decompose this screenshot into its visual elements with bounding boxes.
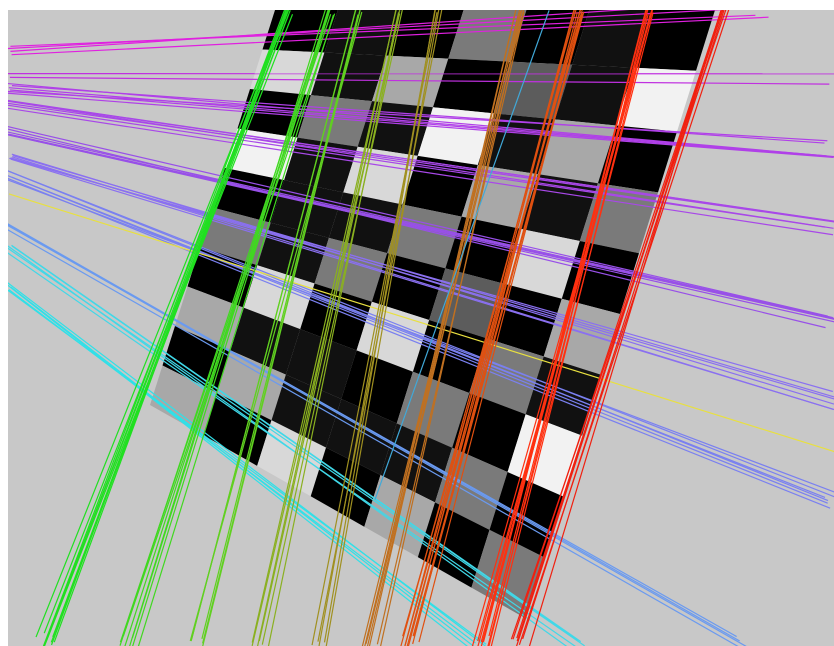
detected-line (137, 14, 334, 646)
detected-line (528, 10, 722, 646)
board-cell (243, 265, 315, 330)
detected-line (35, 10, 288, 638)
board-cell (324, 10, 401, 56)
detected-line (10, 158, 834, 411)
detected-line (8, 247, 585, 646)
board-cell (387, 204, 462, 269)
detected-line (318, 10, 436, 646)
detected-line (8, 126, 828, 317)
board-cell (314, 237, 388, 302)
detected-line (261, 10, 403, 645)
detected-line (122, 13, 336, 637)
detected-line (522, 10, 725, 640)
detected-line (8, 104, 826, 228)
detected-line (8, 102, 834, 223)
detected-line (8, 133, 834, 319)
detected-line (8, 179, 834, 493)
detected-line (202, 10, 361, 646)
detected-line (9, 171, 829, 502)
detected-line (480, 12, 652, 643)
board-cell (217, 350, 286, 421)
detected-line (11, 176, 826, 498)
detected-line (8, 193, 834, 453)
detected-line (10, 157, 834, 400)
detected-line (400, 10, 577, 646)
detected-line (9, 76, 830, 85)
detected-line (404, 10, 581, 646)
detected-line (191, 10, 357, 640)
board-cell (257, 420, 326, 497)
board-cell (297, 95, 372, 147)
detected-line (8, 177, 831, 509)
detected-line (11, 244, 582, 643)
board-cell (616, 67, 696, 132)
detected-line (404, 10, 575, 646)
detected-line (201, 14, 359, 640)
detected-line (8, 100, 834, 229)
detected-line (43, 10, 290, 634)
board-cell (555, 64, 635, 126)
board-cell (634, 10, 715, 71)
detected-line (251, 13, 401, 646)
board-cell (503, 228, 580, 299)
detected-line (50, 14, 290, 643)
detected-line (8, 170, 834, 498)
detected-line (487, 12, 654, 646)
detected-line (8, 175, 828, 504)
detected-line (11, 85, 825, 144)
detected-line (46, 10, 291, 638)
detected-line (267, 10, 401, 646)
board-cell (311, 52, 387, 102)
detected-line (515, 10, 722, 646)
detected-line (8, 10, 727, 50)
board-cell (326, 399, 397, 476)
detected-line (366, 10, 522, 646)
board-cell (525, 356, 601, 436)
detected-line (10, 10, 630, 53)
detected-line (361, 10, 521, 646)
detected-line (8, 224, 737, 638)
detected-lines (8, 10, 834, 646)
detected-line (413, 11, 585, 637)
detected-line (374, 10, 550, 500)
detected-line (8, 107, 834, 236)
detected-line (131, 10, 329, 639)
detected-line (8, 131, 833, 319)
detected-line (52, 10, 289, 638)
detected-line (325, 10, 440, 646)
detected-line (10, 89, 834, 158)
board-cell (203, 392, 272, 466)
detected-line (43, 14, 294, 646)
board-cell (433, 58, 511, 114)
detected-line (10, 286, 475, 646)
detected-line (8, 99, 834, 222)
detected-line (8, 87, 827, 157)
detected-line (119, 13, 332, 643)
detected-line (376, 11, 525, 645)
detected-line (251, 10, 397, 643)
detected-line (8, 229, 739, 646)
detected-line (12, 154, 834, 398)
board-cell (372, 55, 449, 108)
detected-line (471, 10, 653, 646)
detected-line (8, 134, 834, 320)
